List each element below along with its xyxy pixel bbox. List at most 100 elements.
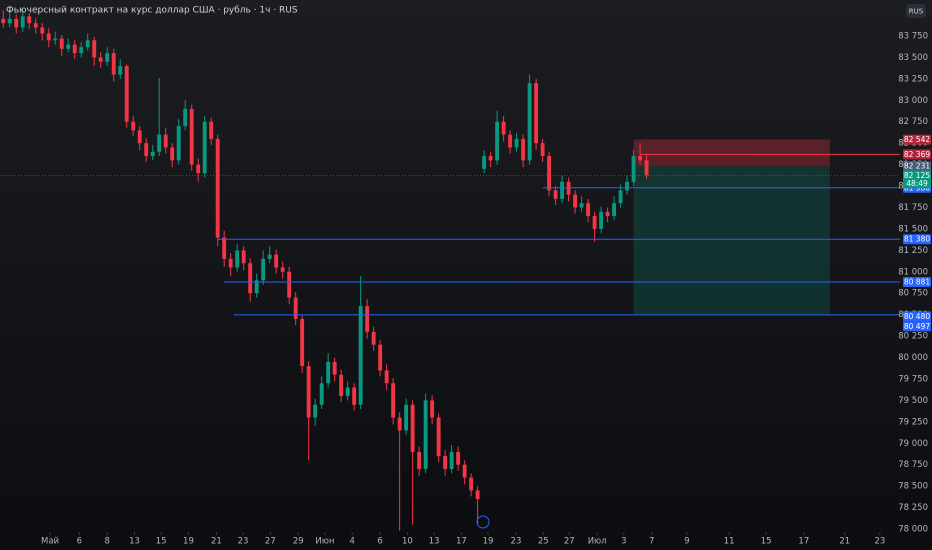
candle-body <box>579 203 584 208</box>
x-tick-label: 7 <box>649 537 654 547</box>
y-tick-label: 81 500 <box>898 224 928 234</box>
candle-body <box>27 16 32 24</box>
y-tick-label: 83 500 <box>898 53 928 63</box>
candle-body <box>235 250 240 268</box>
candle-body <box>287 271 292 298</box>
price-tag <box>903 134 931 145</box>
candle-body <box>352 387 357 405</box>
x-tick-label: 23 <box>511 537 522 547</box>
candle-body <box>443 456 448 469</box>
candle-body <box>423 400 428 469</box>
candle-body <box>157 134 162 152</box>
y-tick-label: 78 000 <box>898 524 928 534</box>
candle-body <box>605 211 610 217</box>
candle-body <box>462 464 467 478</box>
x-tick-label: 19 <box>183 537 194 547</box>
candle-body <box>540 143 545 157</box>
candle-body <box>280 267 285 272</box>
y-tick-label: 81 250 <box>898 246 928 256</box>
icon <box>476 515 490 529</box>
y-tick-label: 78 250 <box>898 503 928 513</box>
candle-body <box>306 366 311 418</box>
candle-body <box>79 47 84 54</box>
candle-body <box>527 83 532 161</box>
candle-body <box>592 216 597 229</box>
y-tick-label: 83 250 <box>898 74 928 84</box>
candle-body <box>430 400 435 418</box>
candle-body <box>209 121 214 139</box>
candle-body <box>345 387 350 397</box>
candle-body <box>410 404 415 452</box>
candle-body <box>475 490 480 499</box>
y-tick-label: 79 250 <box>898 417 928 427</box>
candle-body <box>625 181 630 191</box>
candle-body <box>202 121 207 174</box>
price-tag <box>903 149 931 160</box>
x-tick-label: 21 <box>211 537 222 547</box>
candle-body <box>222 237 227 259</box>
y-tick-label: 81 000 <box>898 267 928 277</box>
candle-body <box>150 151 155 157</box>
candle-body <box>267 254 272 259</box>
candle-body <box>404 404 409 431</box>
x-tick-label: 29 <box>293 537 304 547</box>
x-tick-label: 17 <box>456 537 467 547</box>
candle-body <box>300 318 305 367</box>
price-tag-label: 82 369 <box>904 150 930 159</box>
price-tag <box>903 276 931 287</box>
candle-body <box>482 156 487 169</box>
y-tick-label: 79 750 <box>898 374 928 384</box>
candle-body <box>501 121 506 135</box>
candle-body <box>1 18 6 24</box>
price-tag-label: 82 542 <box>904 135 930 144</box>
candle-body <box>40 27 45 34</box>
candle-body <box>332 361 337 375</box>
price-tag <box>903 311 931 322</box>
candle-body <box>644 160 649 176</box>
candle-body <box>241 250 246 264</box>
x-tick-label: 27 <box>265 537 276 547</box>
candle-body <box>521 138 526 161</box>
x-tick-label: 23 <box>874 537 885 547</box>
candle-body <box>170 147 175 161</box>
countdown: 48:49 <box>906 179 928 188</box>
candle-body <box>553 190 558 199</box>
candle-body <box>92 40 97 58</box>
price-tag <box>903 234 931 245</box>
candle-body <box>384 370 389 384</box>
candle-body <box>397 417 402 431</box>
candle-body <box>274 254 279 268</box>
current-price-label: 82 125 <box>904 171 930 180</box>
candle-body <box>417 451 422 469</box>
x-tick-label: 27 <box>564 537 575 547</box>
candle-body <box>7 18 12 24</box>
candle-body <box>631 156 636 182</box>
x-tick-label: Май <box>41 537 59 547</box>
candle-body <box>131 121 136 131</box>
candle-body <box>59 38 64 49</box>
candle-body <box>358 306 363 405</box>
price-tag-label: 82 231 <box>904 162 930 171</box>
candle-body <box>215 138 220 238</box>
candle-body <box>124 66 129 122</box>
x-tick-label: 4 <box>349 537 354 547</box>
y-tick-label: 80 250 <box>898 332 928 342</box>
candle-body <box>371 331 376 345</box>
candle-body <box>326 361 331 384</box>
candle-body <box>469 477 474 491</box>
candle-body <box>618 190 623 204</box>
candle-body <box>254 280 259 294</box>
badge-bg <box>906 4 926 18</box>
y-tick-label: 83 000 <box>898 96 928 106</box>
candle-body <box>365 306 370 332</box>
candle-body <box>85 40 90 48</box>
candle-body <box>449 451 454 469</box>
price-tag-label: 80 497 <box>904 322 930 331</box>
candle-body <box>573 194 578 208</box>
candle-body <box>163 134 168 148</box>
x-tick-label: 6 <box>77 537 82 547</box>
candle-body <box>313 404 318 418</box>
x-tick-label: 3 <box>621 537 626 547</box>
x-tick-label: 21 <box>839 537 850 547</box>
